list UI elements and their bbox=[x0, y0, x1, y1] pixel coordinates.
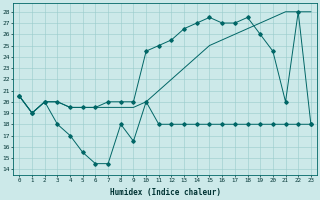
X-axis label: Humidex (Indice chaleur): Humidex (Indice chaleur) bbox=[110, 188, 220, 197]
